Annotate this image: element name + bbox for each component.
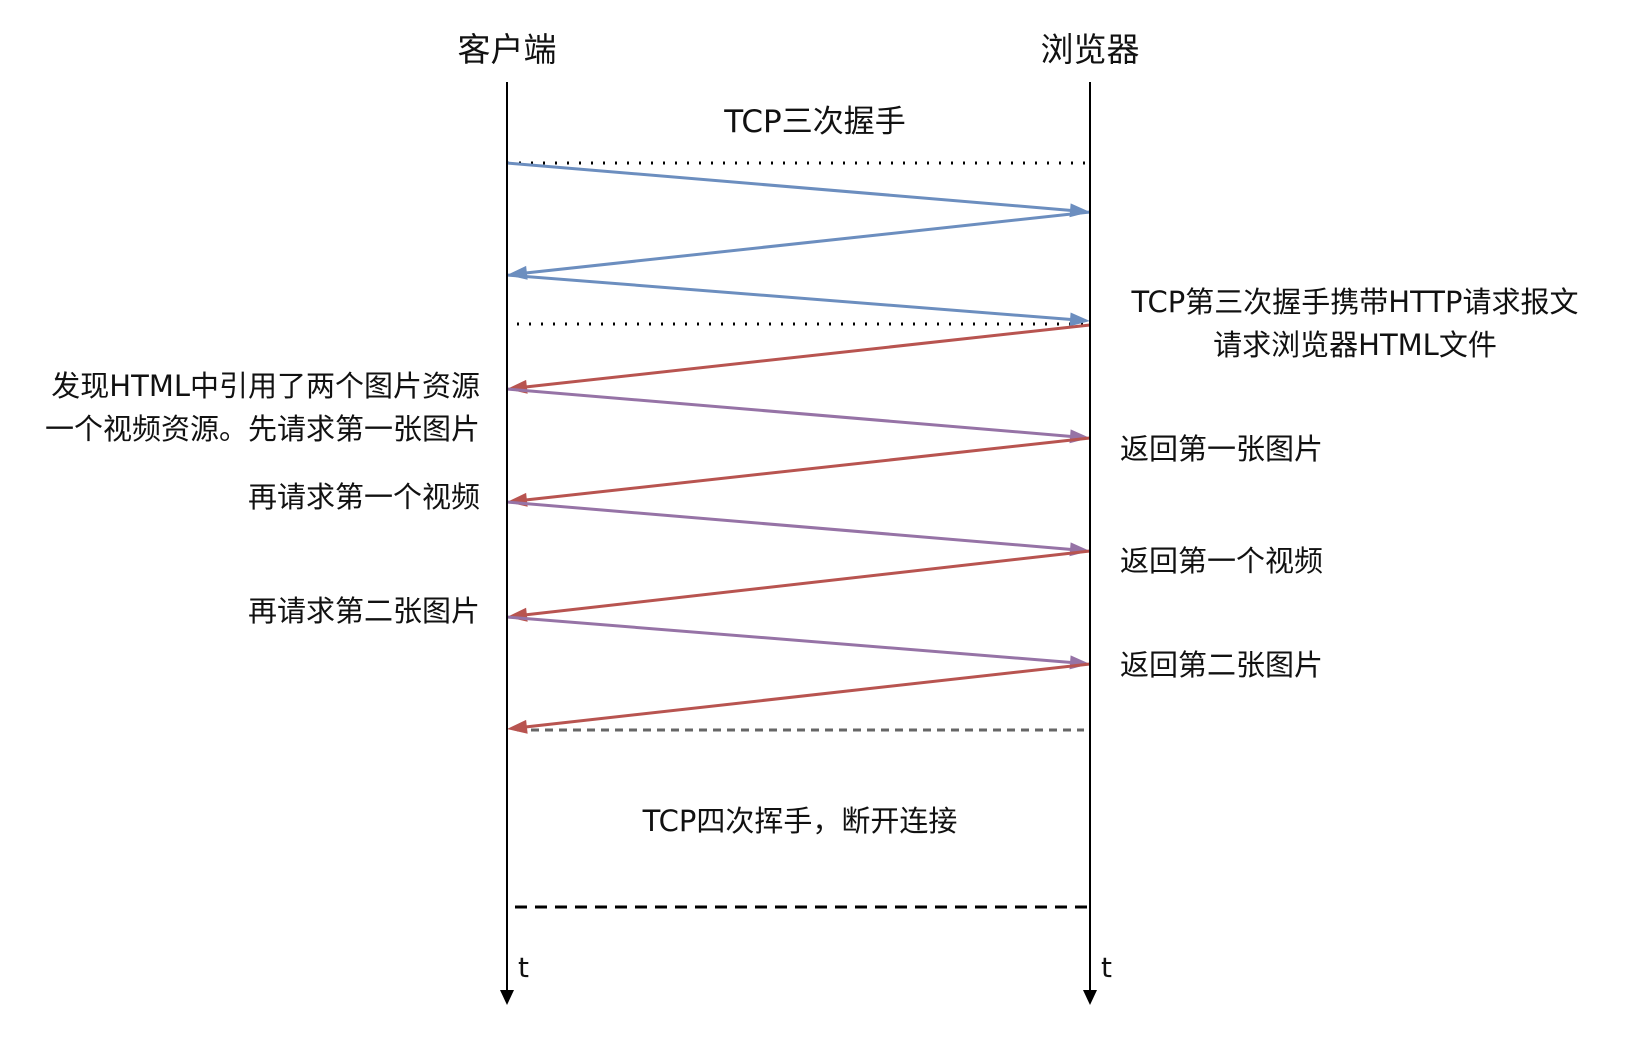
html-response-arrow — [507, 323, 1091, 394]
client-note-discover-resources: 发现HTML中引用了两个图片资源 一个视频资源。先请求第一张图片 — [0, 365, 480, 451]
handshake-syn-arrow — [506, 161, 1090, 218]
client-time-arrowhead — [500, 990, 514, 1005]
return-second-image-arrow-shaft — [520, 662, 1091, 729]
teardown-title: TCP四次挥手，断开连接 — [642, 804, 958, 838]
third-handshake-note-line1: TCP第三次握手携带HTTP请求报文 — [1131, 285, 1579, 319]
handshake-title: TCP三次握手 — [724, 104, 906, 140]
third-handshake-note-line2: 请求浏览器HTML文件 — [1213, 328, 1497, 362]
return-second-image-arrow — [507, 662, 1091, 734]
handshake-synack-arrow-shaft — [520, 210, 1091, 275]
return-first-video-arrow — [507, 549, 1091, 622]
html-response-arrow-shaft — [520, 323, 1091, 389]
server-note-return-second-image: 返回第二张图片 — [1120, 648, 1324, 682]
client-actor-label: 客户端 — [457, 30, 557, 69]
client-note-discover-line2: 一个视频资源。先请求第一张图片 — [44, 412, 480, 446]
request-first-video-arrow-shaft — [506, 500, 1077, 552]
browser-time-label: t — [1101, 951, 1112, 984]
handshake-syn-arrow-shaft — [506, 161, 1077, 213]
handshake-ack-arrow-shaft — [506, 273, 1077, 322]
handshake-ack-arrow — [506, 273, 1090, 327]
browser-actor-label: 浏览器 — [1040, 30, 1140, 69]
request-first-image-arrow — [506, 387, 1090, 444]
request-second-image-arrow-shaft — [506, 615, 1077, 665]
request-second-image-arrow — [506, 615, 1090, 670]
handshake-ack-arrow-head — [1069, 312, 1090, 327]
return-second-image-arrow-head — [507, 719, 528, 734]
client-time-label: t — [518, 951, 529, 984]
request-first-image-arrow-shaft — [506, 387, 1077, 439]
request-first-video-arrow — [506, 500, 1090, 557]
third-handshake-note: TCP第三次握手携带HTTP请求报文 请求浏览器HTML文件 — [1100, 281, 1610, 367]
handshake-synack-arrow — [507, 210, 1091, 280]
return-first-image-arrow — [507, 436, 1091, 507]
server-note-return-first-image: 返回第一张图片 — [1120, 432, 1324, 466]
client-note-request-video: 再请求第一个视频 — [247, 480, 480, 514]
browser-time-arrowhead — [1083, 990, 1097, 1005]
return-first-video-arrow-shaft — [520, 549, 1091, 617]
client-note-discover-line1: 发现HTML中引用了两个图片资源 — [51, 369, 480, 403]
return-first-image-arrow-shaft — [520, 436, 1091, 502]
server-note-return-first-video: 返回第一个视频 — [1120, 544, 1324, 578]
client-note-request-second-image: 再请求第二张图片 — [247, 594, 480, 628]
